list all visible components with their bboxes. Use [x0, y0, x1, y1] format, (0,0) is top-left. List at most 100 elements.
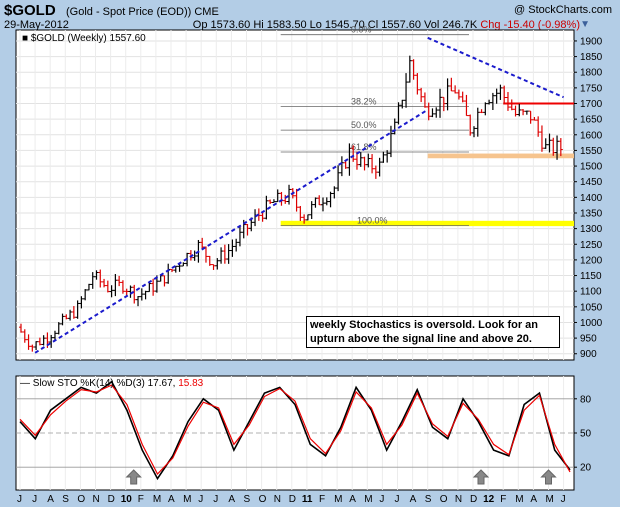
x-axis-label: A: [168, 494, 175, 505]
price-tick-label: 1500: [580, 162, 603, 173]
stoch-legend-d: 15.83: [178, 378, 203, 389]
x-axis-label: J: [213, 494, 218, 505]
price-bar: [79, 296, 84, 309]
stoch-k-line: [19, 380, 571, 481]
price-bar: [128, 285, 133, 298]
annotation-note: weekly Stochastics is oversold. Look for…: [306, 316, 560, 348]
price-bar: [479, 109, 484, 114]
price-bar: [113, 274, 118, 297]
price-bar: [173, 265, 178, 273]
company-name: (Gold - Spot Price (EOD)) CME: [66, 6, 219, 18]
price-bar: [505, 92, 510, 111]
price-bar: [460, 91, 465, 103]
price-bar: [56, 322, 61, 335]
price-bar: [351, 145, 356, 162]
price-bar: [105, 280, 110, 293]
price-panel: [15, 29, 575, 361]
price-bar: [438, 88, 443, 118]
price-bar: [245, 223, 250, 236]
price-bar: [532, 117, 537, 121]
resistance-trendline: [427, 36, 565, 99]
price-bar: [373, 165, 378, 179]
signal-up-arrow-icon: [125, 469, 142, 485]
x-axis-label: S: [244, 494, 251, 505]
price-bar: [215, 258, 220, 270]
price-bar: [275, 189, 280, 203]
x-axis-label: A: [530, 494, 537, 505]
price-bar: [558, 138, 563, 157]
price-bar: [404, 73, 409, 108]
price-tick-label: 1250: [580, 240, 603, 251]
quote-bar: Op 1573.60 Hi 1583.50 Lo 1545.70 Cl 1557…: [193, 19, 580, 31]
x-axis-label: J: [379, 494, 384, 505]
price-bar: [64, 314, 69, 320]
x-axis-label: N: [274, 494, 281, 505]
x-axis-label: A: [47, 494, 54, 505]
price-tick-label: 900: [580, 349, 597, 360]
price-bar: [177, 263, 182, 272]
price-bar: [75, 300, 80, 319]
price-bar: [513, 105, 518, 117]
price-bar: [120, 280, 125, 294]
price-tick-label: 950: [580, 334, 597, 345]
price-bar: [147, 281, 152, 293]
support-zone: [427, 153, 574, 159]
price-bar: [400, 99, 405, 109]
x-axis-label: M: [334, 494, 342, 505]
price-bar: [162, 275, 167, 287]
price-tick-label: 1600: [580, 130, 603, 141]
fibonacci-label: 0.0%: [351, 25, 372, 35]
price-bar: [226, 244, 231, 264]
price-bar: [181, 262, 186, 267]
price-bar: [494, 88, 499, 104]
price-bar: [332, 186, 337, 199]
price-bar: [430, 108, 435, 118]
price-bar: [211, 264, 216, 270]
price-bar: [71, 306, 76, 319]
price-bar: [271, 199, 276, 203]
price-bar: [521, 109, 526, 116]
price-legend: ■ $GOLD (Weekly) 1557.60: [22, 33, 146, 44]
price-bar: [456, 89, 461, 100]
price-bar: [328, 191, 333, 208]
price-bar: [222, 244, 227, 264]
price-tick-label: 1400: [580, 193, 603, 204]
x-axis-label: M: [364, 494, 372, 505]
x-axis-label: J: [32, 494, 37, 505]
price-tick-label: 1350: [580, 208, 603, 219]
fibonacci-label: 61.8%: [351, 142, 377, 152]
price-bar: [377, 157, 382, 177]
price-bar: [321, 197, 325, 212]
price-bar: [445, 78, 450, 111]
price-bar: [260, 212, 265, 222]
price-bar: [388, 125, 393, 158]
price-bar: [524, 110, 529, 115]
price-bar: [441, 96, 446, 112]
price-bar: [317, 195, 322, 206]
x-axis-label: D: [470, 494, 477, 505]
price-bar: [200, 237, 205, 249]
price-tick-label: 1450: [580, 177, 603, 188]
price-tick-label: 1100: [580, 287, 602, 298]
quote-volume: Vol 246.7K: [424, 19, 478, 31]
price-bar: [551, 137, 556, 156]
price-bar: [539, 125, 544, 152]
price-bar: [347, 143, 352, 176]
fibonacci-label: 100.0%: [357, 215, 388, 225]
x-axis-label: S: [425, 494, 432, 505]
price-bar: [502, 85, 507, 105]
price-tick-label: 1650: [580, 115, 603, 126]
price-bar: [362, 156, 367, 171]
price-bar: [124, 288, 129, 297]
x-axis-label: M: [153, 494, 161, 505]
price-bar: [309, 201, 314, 219]
price-tick-label: 1850: [580, 52, 603, 63]
x-axis-label: N: [93, 494, 100, 505]
x-axis-label: A: [349, 494, 356, 505]
dropdown-caret-icon[interactable]: ▼: [580, 19, 590, 30]
price-bar: [490, 92, 495, 110]
price-bar: [449, 77, 454, 92]
price-tick-label: 1300: [580, 224, 603, 235]
x-axis-label: M: [546, 494, 554, 505]
x-axis-label: D: [108, 494, 115, 505]
